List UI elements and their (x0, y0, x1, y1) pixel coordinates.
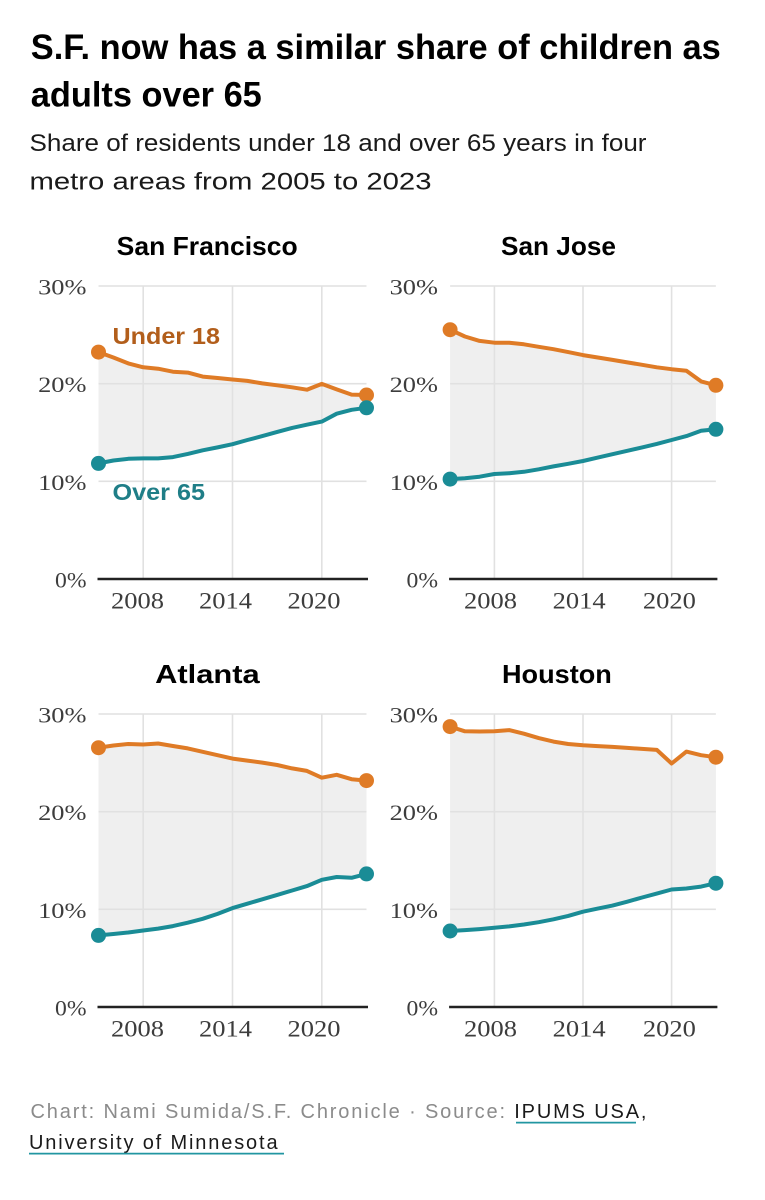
svg-text:Atlanta: Atlanta (155, 659, 260, 689)
svg-text:2014: 2014 (553, 589, 607, 614)
svg-text:20%: 20% (390, 372, 438, 397)
svg-text:2008: 2008 (111, 589, 164, 614)
svg-text:20%: 20% (38, 372, 86, 397)
svg-text:S.F. now has a similar share o: S.F. now has a similar share of children… (31, 27, 721, 67)
svg-text:2014: 2014 (553, 1017, 607, 1042)
svg-text:2020: 2020 (643, 1017, 696, 1042)
svg-text:Under 18: Under 18 (113, 323, 221, 349)
svg-text:10%: 10% (38, 470, 86, 495)
svg-text:30%: 30% (390, 703, 438, 728)
svg-text:Houston: Houston (502, 659, 612, 689)
svg-text:2008: 2008 (111, 1017, 164, 1042)
svg-text:University of Minnesota: University of Minnesota (29, 1132, 279, 1154)
svg-text:adults over 65: adults over 65 (31, 75, 262, 115)
svg-text:2014: 2014 (199, 589, 253, 614)
svg-text:0%: 0% (407, 568, 439, 593)
svg-text:2020: 2020 (288, 1017, 341, 1042)
svg-text:2020: 2020 (288, 589, 341, 614)
svg-text:2014: 2014 (199, 1017, 253, 1042)
svg-text:10%: 10% (390, 470, 438, 495)
svg-text:10%: 10% (38, 898, 86, 923)
svg-text:0%: 0% (55, 996, 87, 1021)
svg-text:metro areas from 2005 to 2023: metro areas from 2005 to 2023 (30, 169, 432, 196)
svg-text:20%: 20% (390, 800, 438, 825)
svg-text:10%: 10% (390, 898, 438, 923)
svg-text:0%: 0% (407, 996, 439, 1021)
svg-text:2020: 2020 (643, 589, 696, 614)
svg-text:San Jose: San Jose (501, 231, 616, 261)
svg-text:20%: 20% (38, 800, 86, 825)
svg-text:0%: 0% (55, 568, 87, 593)
svg-text:30%: 30% (38, 703, 86, 728)
svg-text:30%: 30% (390, 275, 438, 300)
svg-text:Share of residents under 18 an: Share of residents under 18 and over 65 … (30, 130, 647, 157)
svg-text:30%: 30% (38, 275, 86, 300)
svg-text:Over 65: Over 65 (113, 479, 206, 505)
svg-text:2008: 2008 (464, 589, 517, 614)
svg-text:Chart: Nami Sumida/S.F. Chroni: Chart: Nami Sumida/S.F. Chronicle · Sour… (31, 1101, 649, 1123)
svg-text:2008: 2008 (464, 1017, 517, 1042)
svg-text:San Francisco: San Francisco (117, 231, 298, 261)
